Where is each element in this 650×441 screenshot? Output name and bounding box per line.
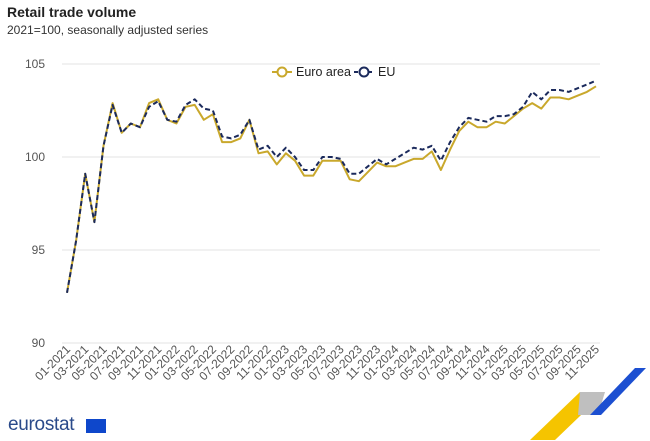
eurostat-logo: eurostat: [8, 414, 75, 435]
legend-eu-marker: [358, 66, 370, 78]
series-line-euro-area[interactable]: [66, 85, 597, 293]
legend[interactable]: Euro area EU: [272, 65, 395, 79]
series-line-eu[interactable]: [66, 79, 597, 293]
legend-euro-area-marker: [276, 66, 288, 78]
chart-title: Retail trade volume: [7, 4, 137, 20]
legend-euro-area-label[interactable]: Euro area: [296, 65, 351, 79]
y-tick-label: 95: [32, 243, 46, 257]
legend-eu-label[interactable]: EU: [378, 65, 395, 79]
y-tick-label: 105: [25, 57, 45, 71]
eu-flag-icon: [86, 419, 106, 433]
brand-swoosh: [530, 368, 646, 440]
y-tick-label: 100: [25, 150, 45, 164]
chart-subtitle: 2021=100, seasonally adjusted series: [7, 23, 209, 37]
y-tick-label: 90: [32, 336, 46, 350]
